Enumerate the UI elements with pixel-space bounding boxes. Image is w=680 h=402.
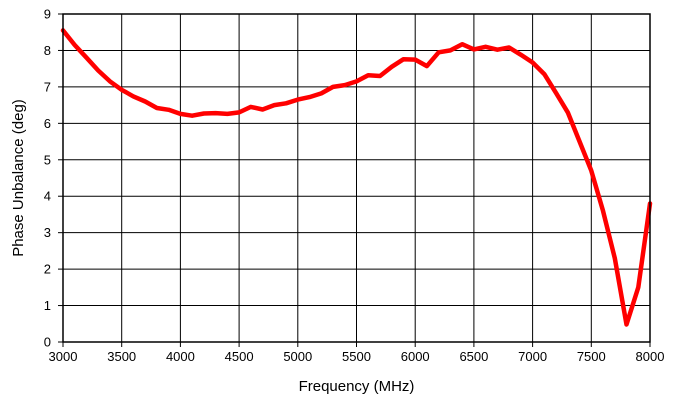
y-tick-label: 2	[44, 262, 51, 277]
x-tick-label: 5000	[283, 349, 312, 364]
x-tick-labels: 3000 3500 4000 4500 5000 5500 6000 6500 7000 7500…	[49, 349, 665, 364]
x-tick-label: 6500	[459, 349, 488, 364]
x-tick-label: 5500	[342, 349, 371, 364]
x-tick-label: 7000	[518, 349, 547, 364]
y-tick-label: 0	[44, 335, 51, 350]
series-layer	[60, 28, 653, 327]
y-tick-label: 8	[44, 43, 51, 58]
y-axis-label: Phase Unbalance (deg)	[10, 99, 27, 257]
x-tick-label: 4000	[166, 349, 195, 364]
series-line	[60, 28, 653, 327]
x-tick-label: 3000	[49, 349, 78, 364]
y-tick-label: 1	[44, 298, 51, 313]
x-tick-label: 8000	[636, 349, 665, 364]
x-tick-label: 6000	[401, 349, 430, 364]
y-tick-labels: 0 1 2 3 4 5 6 7 8 9	[44, 7, 51, 350]
gridlines	[63, 14, 650, 342]
y-tick-label: 4	[44, 189, 51, 204]
y-tick-label: 5	[44, 152, 51, 167]
y-tick-label: 3	[44, 225, 51, 240]
x-tick-label: 4500	[225, 349, 254, 364]
y-tick-label: 9	[44, 7, 51, 22]
x-tick-label: 3500	[107, 349, 136, 364]
y-tick-label: 7	[44, 79, 51, 94]
y-tick-label: 6	[44, 116, 51, 131]
x-tick-label: 7500	[577, 349, 606, 364]
x-axis-label: Frequency (MHz)	[299, 378, 415, 395]
tick-marks	[58, 13, 651, 347]
